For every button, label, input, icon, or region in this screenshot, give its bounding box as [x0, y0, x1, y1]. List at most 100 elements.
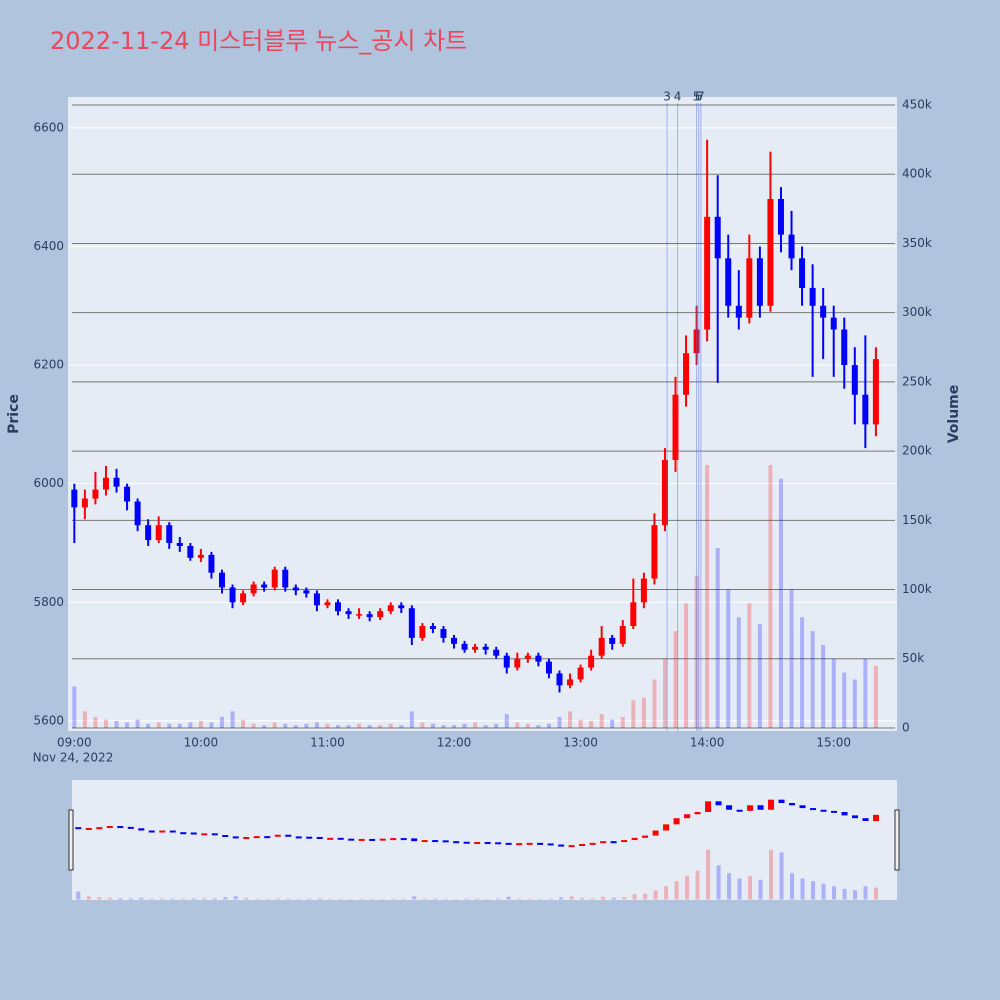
- candle-body: [229, 587, 236, 603]
- x-tick-label: 12:00: [437, 736, 472, 750]
- slider-handle[interactable]: [68, 809, 74, 871]
- mini-candle: [75, 827, 82, 830]
- volume-bar: [346, 725, 351, 728]
- y-tick-label: 6200: [33, 358, 64, 372]
- mini-candle: [327, 837, 334, 840]
- range-slider[interactable]: [72, 780, 897, 900]
- candle-body: [387, 605, 394, 612]
- mini-candle: [285, 834, 292, 837]
- mini-volume-bar: [181, 898, 186, 900]
- volume-bar: [188, 722, 193, 728]
- mini-candle: [663, 824, 670, 831]
- volume-bar: [757, 624, 762, 728]
- mini-volume-bar: [601, 896, 606, 900]
- y2-tick-label: 200k: [902, 444, 932, 458]
- candle-body: [440, 628, 447, 638]
- volume-bar: [684, 603, 689, 728]
- mini-candle: [484, 842, 491, 845]
- candle-body: [187, 545, 194, 558]
- volume-bar: [873, 665, 878, 728]
- mini-volume-bar: [328, 898, 333, 900]
- volume-bar: [662, 658, 667, 728]
- volume-bar: [156, 722, 161, 728]
- mini-candle: [232, 836, 239, 839]
- mini-volume-bar: [139, 897, 144, 900]
- mini-candle: [190, 832, 197, 835]
- volume-bar: [452, 725, 457, 728]
- mini-volume-bar: [454, 898, 459, 900]
- candle-body: [377, 611, 384, 618]
- mini-volume-bar: [622, 897, 627, 900]
- mini-candle: [705, 801, 712, 813]
- candle-body: [809, 287, 816, 306]
- y2-tick-label: 50k: [902, 651, 924, 665]
- marker-label: 4: [674, 90, 682, 104]
- mini-candle: [337, 837, 344, 840]
- candle-body: [240, 593, 247, 603]
- mini-volume-bar: [338, 898, 343, 900]
- plot-area: [68, 97, 897, 731]
- mini-candle: [715, 801, 722, 806]
- candle-body: [419, 626, 426, 638]
- candle-body: [661, 459, 668, 526]
- volume-bar: [557, 716, 562, 728]
- mini-volume-bar: [716, 865, 721, 900]
- volume-bar: [736, 617, 741, 728]
- volume-bar: [272, 722, 277, 728]
- volume-bar: [842, 672, 847, 728]
- candle-body: [282, 569, 289, 588]
- mini-volume-bar: [401, 898, 406, 900]
- mini-candle: [610, 841, 617, 844]
- candle-body: [345, 611, 352, 615]
- mini-candle: [222, 835, 229, 838]
- volume-bar: [336, 725, 341, 728]
- candle-body: [683, 353, 690, 395]
- volume-bar: [652, 679, 657, 728]
- candle-body: [303, 590, 310, 594]
- marker-label: 5: [693, 90, 701, 104]
- mini-volume-bar: [853, 890, 858, 900]
- volume-bar: [620, 716, 625, 728]
- mini-volume-bar: [790, 873, 795, 900]
- mini-candle: [495, 842, 502, 845]
- volume-bar: [599, 714, 604, 728]
- mini-volume-bar: [727, 873, 732, 900]
- mini-candle: [862, 818, 869, 821]
- candle-body: [208, 554, 215, 573]
- y2-tick-label: 450k: [902, 98, 932, 112]
- candle-body: [777, 199, 784, 235]
- volume-bar: [325, 723, 330, 728]
- candle-body: [588, 655, 595, 668]
- volume-bar: [283, 723, 288, 728]
- mini-volume-bar: [76, 891, 81, 900]
- volume-bar: [694, 575, 699, 728]
- candle-body: [313, 593, 320, 606]
- candle-body: [261, 584, 268, 588]
- mini-volume-bar: [422, 898, 427, 900]
- volume-bar: [304, 723, 309, 728]
- volume-bar: [504, 714, 509, 728]
- mini-volume-bar: [706, 849, 711, 900]
- mini-volume-bar: [391, 898, 396, 900]
- x-tick-label: 15:00: [816, 736, 851, 750]
- mini-candle: [873, 814, 880, 821]
- candle-body: [482, 646, 489, 650]
- mini-volume-bar: [821, 883, 826, 900]
- mini-candle: [684, 814, 691, 819]
- mini-candle: [778, 799, 785, 804]
- volume-bar: [441, 725, 446, 728]
- mini-candle: [820, 809, 827, 812]
- mini-candle: [810, 808, 817, 811]
- mini-candle: [505, 842, 512, 845]
- volume-bar: [241, 719, 246, 728]
- slider-handle[interactable]: [894, 809, 900, 871]
- candle-body: [630, 602, 637, 627]
- mini-candle: [243, 836, 250, 839]
- candle-body: [134, 501, 141, 526]
- volume-bar: [568, 711, 573, 728]
- candle-body: [577, 667, 584, 680]
- volume-bar: [789, 589, 794, 728]
- mini-volume-bar: [380, 898, 385, 900]
- mini-candle: [652, 830, 659, 836]
- volume-bar: [546, 723, 551, 728]
